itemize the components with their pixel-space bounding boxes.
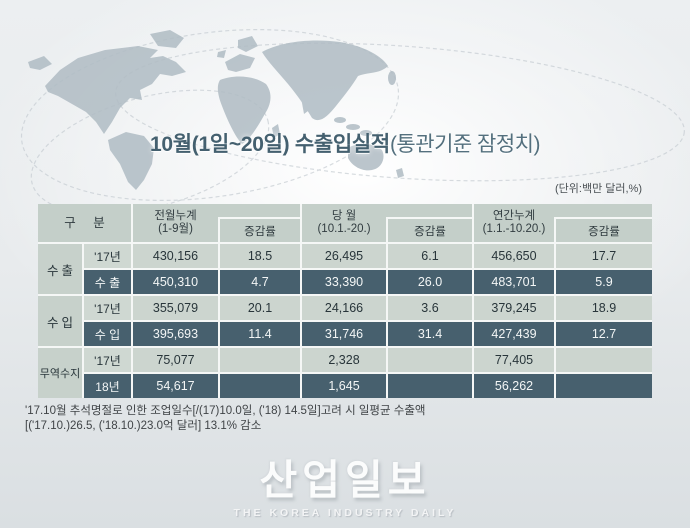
header-current-month: 당 월 (10.1.-20.) bbox=[302, 204, 386, 242]
value-cell: 18.9 bbox=[556, 296, 652, 320]
header-rate-3: 증감률 bbox=[588, 225, 620, 238]
header-current-month-main: 당 월 bbox=[331, 210, 357, 222]
value-cell bbox=[388, 348, 472, 372]
value-cell: 31.4 bbox=[388, 322, 472, 346]
page-title: 10월(1일~20일) 수출입실적(통관기준 잠정치) bbox=[0, 128, 690, 158]
grid-line bbox=[131, 204, 133, 242]
continents-silhouette bbox=[28, 30, 404, 190]
value-cell: 4.7 bbox=[220, 270, 300, 294]
row-label: 수 입 bbox=[84, 322, 131, 346]
value-cell: 26.0 bbox=[388, 270, 472, 294]
value-cell: 450,310 bbox=[133, 270, 218, 294]
table-body: 수출 '17년 430,156 18.5 26,495 6.1 456,650 17.7 수 출… bbox=[38, 244, 652, 398]
value-cell: 483,701 bbox=[474, 270, 554, 294]
grid-line bbox=[472, 204, 474, 242]
row-label: '17년 bbox=[84, 348, 131, 372]
header-prev-cumulative: 전월누계 (1-9월) bbox=[133, 204, 218, 242]
value-cell bbox=[220, 348, 300, 372]
value-cell: 24,166 bbox=[302, 296, 386, 320]
watermark: 산업일보 THE KOREA INDUSTRY DAILY bbox=[0, 446, 690, 519]
value-cell: 56,262 bbox=[474, 374, 554, 398]
value-cell: 355,079 bbox=[133, 296, 218, 320]
value-cell: 456,650 bbox=[474, 244, 554, 268]
grid-line bbox=[554, 217, 556, 242]
header-rate-1: 증감률 bbox=[244, 225, 276, 238]
footnote-line1: '17.10월 추석명절로 인한 조업일수[/(17)10.0일, ('18) … bbox=[25, 405, 426, 417]
value-cell: 3.6 bbox=[388, 296, 472, 320]
value-cell: 430,156 bbox=[133, 244, 218, 268]
value-cell bbox=[388, 374, 472, 398]
value-cell: 2,328 bbox=[302, 348, 386, 372]
title-sub: (통관기준 잠정치) bbox=[389, 133, 541, 156]
dashed-flight-paths bbox=[20, 29, 685, 215]
value-cell: 75,077 bbox=[133, 348, 218, 372]
value-cell: 379,245 bbox=[474, 296, 554, 320]
value-cell bbox=[220, 374, 300, 398]
value-cell: 18.5 bbox=[220, 244, 300, 268]
grid-line bbox=[386, 217, 388, 242]
grid-line bbox=[386, 217, 474, 219]
row-label: 18년 bbox=[84, 374, 131, 398]
value-cell: 11.4 bbox=[220, 322, 300, 346]
value-cell: 6.1 bbox=[388, 244, 472, 268]
row-group-label: 무역수지 bbox=[38, 348, 82, 398]
row-group-label: 수입 bbox=[38, 296, 82, 346]
grid-line bbox=[218, 217, 302, 219]
grid-line bbox=[554, 217, 652, 219]
value-cell: 33,390 bbox=[302, 270, 386, 294]
value-cell: 12.7 bbox=[556, 322, 652, 346]
row-label: '17년 bbox=[84, 296, 131, 320]
value-cell: 20.1 bbox=[220, 296, 300, 320]
value-cell: 427,439 bbox=[474, 322, 554, 346]
unit-note: (단위:백만 달러,%) bbox=[555, 183, 642, 195]
header-prev-cumulative-main: 전월누계 bbox=[154, 210, 197, 222]
value-cell: 31,746 bbox=[302, 322, 386, 346]
value-cell: 26,495 bbox=[302, 244, 386, 268]
watermark-english: THE KOREA INDUSTRY DAILY bbox=[233, 507, 457, 519]
value-cell: 5.9 bbox=[556, 270, 652, 294]
footnote: '17.10월 추석명절로 인한 조업일수[/(17)10.0일, ('18) … bbox=[25, 404, 426, 434]
grid-line bbox=[300, 204, 302, 242]
value-cell bbox=[556, 374, 652, 398]
data-table: 구 분 전월누계 (1-9월) 증감률 당 월 (10.1.-20.) 증감률 … bbox=[38, 204, 652, 398]
header-annual-cumulative-main: 연간누계 bbox=[492, 210, 536, 222]
value-cell: 77,405 bbox=[474, 348, 554, 372]
value-cell: 54,617 bbox=[133, 374, 218, 398]
row-group-label: 수출 bbox=[38, 244, 82, 294]
value-cell bbox=[556, 348, 652, 372]
header-current-month-range: (10.1.-20.) bbox=[317, 223, 371, 235]
title-main: 10월(1일~20일) 수출입실적 bbox=[149, 133, 390, 156]
header-annual-cumulative: 연간누계 (1.1.-10.20.) bbox=[474, 204, 554, 242]
value-cell: 17.7 bbox=[556, 244, 652, 268]
header-prev-cumulative-range: (1-9월) bbox=[158, 223, 193, 235]
grid-line bbox=[218, 217, 220, 242]
footnote-line2: [('17.10.)26.5, ('18.10.)23.0억 달러] 13.1%… bbox=[25, 420, 262, 432]
watermark-korean: 산업일보 bbox=[259, 457, 431, 503]
header-annual-cumulative-range: (1.1.-10.20.) bbox=[482, 223, 546, 235]
header-category: 구 분 bbox=[64, 215, 112, 230]
row-label: '17년 bbox=[84, 244, 131, 268]
header-rate-2: 증감률 bbox=[414, 225, 446, 238]
value-cell: 1,645 bbox=[302, 374, 386, 398]
value-cell: 395,693 bbox=[133, 322, 218, 346]
row-label: 수 출 bbox=[84, 270, 131, 294]
table-header: 구 분 전월누계 (1-9월) 증감률 당 월 (10.1.-20.) 증감률 … bbox=[38, 204, 652, 242]
